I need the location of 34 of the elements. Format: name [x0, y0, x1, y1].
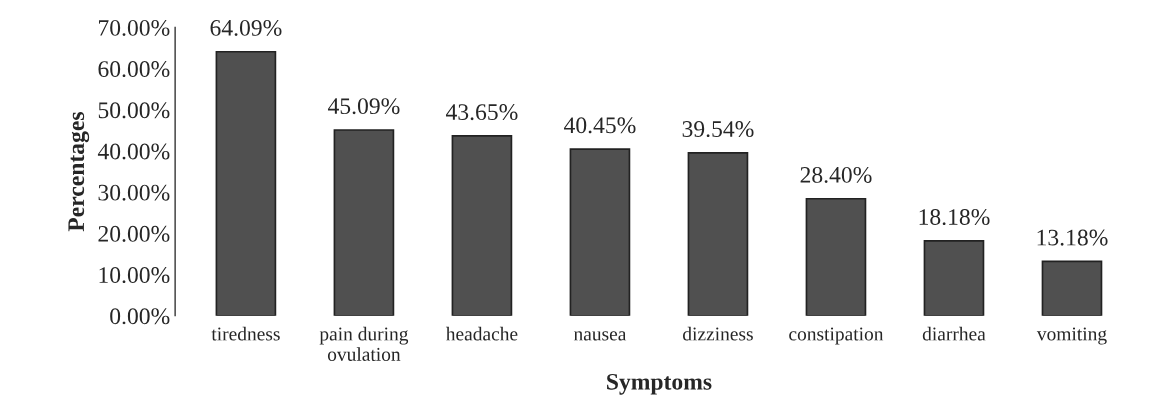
bar: [687, 152, 749, 316]
bar: [805, 197, 867, 316]
y-tick-label: 20.00%: [98, 225, 170, 242]
data-label: 45.09%: [327, 98, 400, 115]
data-label: 18.18%: [919, 209, 990, 226]
data-label: 40.45%: [564, 117, 636, 134]
bar: [1041, 260, 1103, 316]
y-tick-label: 30.00%: [98, 184, 170, 201]
x-tick-label: constipation: [789, 327, 884, 345]
x-tick-label: pain during ovulation: [319, 326, 409, 361]
x-tick-label: nausea: [573, 331, 627, 341]
bar: [451, 135, 513, 316]
y-tick-label: 50.00%: [98, 102, 170, 119]
x-tick-label: tiredness: [211, 326, 280, 341]
x-axis-title: Symptoms: [607, 373, 712, 395]
data-label: 43.65%: [445, 104, 518, 121]
bar: [569, 148, 631, 316]
y-tick-label: 10.00%: [99, 267, 170, 284]
data-label: 13.18%: [1037, 229, 1108, 246]
bar: [333, 129, 395, 316]
y-tick-label: 60.00%: [98, 61, 170, 78]
x-tick-label: vomiting: [1036, 327, 1107, 345]
bar: [215, 50, 277, 316]
y-tick-label: 0.00%: [110, 308, 170, 325]
data-label: 28.40%: [800, 166, 872, 183]
bar: [923, 240, 985, 316]
x-tick-label: headache: [445, 326, 518, 341]
x-tick-label: dizziness: [683, 326, 753, 341]
data-label: 64.09%: [210, 19, 282, 36]
x-tick-label: diarrhea: [922, 326, 986, 341]
y-tick-label: 70.00%: [99, 19, 170, 36]
y-axis-title: Percentages: [68, 112, 90, 232]
data-label: 39.54%: [682, 121, 754, 138]
y-tick-label: 40.00%: [97, 143, 170, 160]
